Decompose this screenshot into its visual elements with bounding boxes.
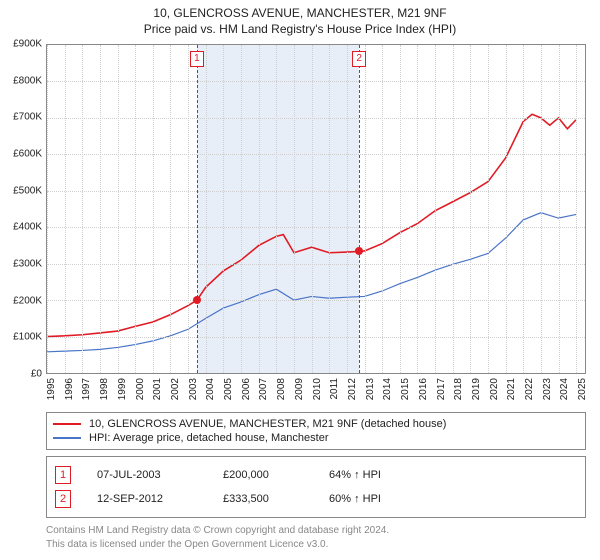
gridline-v bbox=[153, 45, 154, 373]
y-tick-label: £200K bbox=[13, 295, 46, 306]
legend-label: HPI: Average price, detached house, Manc… bbox=[89, 432, 329, 444]
y-tick-label: £100K bbox=[13, 332, 46, 343]
legend-swatch bbox=[53, 423, 81, 425]
y-tick-label: £700K bbox=[13, 112, 46, 123]
gridline-v bbox=[523, 45, 524, 373]
title-subtitle: Price paid vs. HM Land Registry's House … bbox=[0, 22, 600, 36]
gridline-v bbox=[276, 45, 277, 373]
gridline-v bbox=[559, 45, 560, 373]
gridline-v bbox=[294, 45, 295, 373]
gridline-v bbox=[417, 45, 418, 373]
y-tick-label: £400K bbox=[13, 222, 46, 233]
legend-row: 10, GLENCROSS AVENUE, MANCHESTER, M21 9N… bbox=[53, 417, 579, 431]
marker-box: 2 bbox=[352, 51, 366, 67]
transactions: 1 07-JUL-2003 £200,000 64% ↑ HPI 2 12-SE… bbox=[46, 456, 586, 518]
gridline-v bbox=[170, 45, 171, 373]
gridline-v bbox=[576, 45, 577, 373]
marker-dot bbox=[193, 296, 201, 304]
gridline-h bbox=[47, 337, 585, 338]
gridline-v bbox=[259, 45, 260, 373]
gridline-v bbox=[241, 45, 242, 373]
gridline-v bbox=[206, 45, 207, 373]
legend-label: 10, GLENCROSS AVENUE, MANCHESTER, M21 9N… bbox=[89, 418, 446, 430]
legend-row: HPI: Average price, detached house, Manc… bbox=[53, 431, 579, 445]
gridline-v bbox=[329, 45, 330, 373]
gridline-v bbox=[188, 45, 189, 373]
transaction-date: 07-JUL-2003 bbox=[97, 469, 197, 481]
gridline-v bbox=[65, 45, 66, 373]
legend-swatch bbox=[53, 437, 81, 439]
chart-area: 12 1995199619971998199920002001200220032… bbox=[46, 44, 586, 404]
transaction-row: 2 12-SEP-2012 £333,500 60% ↑ HPI bbox=[55, 487, 577, 511]
plot: 12 bbox=[46, 44, 586, 374]
legend: 10, GLENCROSS AVENUE, MANCHESTER, M21 9N… bbox=[46, 412, 586, 450]
gridline-v bbox=[82, 45, 83, 373]
marker-dashline bbox=[359, 45, 360, 373]
gridline-v bbox=[541, 45, 542, 373]
line-series-svg bbox=[47, 45, 585, 373]
gridline-h bbox=[47, 191, 585, 192]
footer-copyright: Contains HM Land Registry data © Crown c… bbox=[46, 524, 586, 538]
gridline-v bbox=[453, 45, 454, 373]
gridline-v bbox=[382, 45, 383, 373]
marker-box: 1 bbox=[190, 51, 204, 67]
footer: Contains HM Land Registry data © Crown c… bbox=[46, 524, 586, 557]
y-tick-label: £600K bbox=[13, 149, 46, 160]
gridline-v bbox=[223, 45, 224, 373]
gridline-h bbox=[47, 81, 585, 82]
transaction-date: 12-SEP-2012 bbox=[97, 493, 197, 505]
gridline-h bbox=[47, 154, 585, 155]
gridline-v bbox=[118, 45, 119, 373]
transaction-price: £200,000 bbox=[223, 469, 303, 481]
title-address: 10, GLENCROSS AVENUE, MANCHESTER, M21 9N… bbox=[0, 6, 600, 20]
gridline-v bbox=[470, 45, 471, 373]
transaction-marker: 1 bbox=[55, 466, 71, 484]
gridline-v bbox=[365, 45, 366, 373]
gridline-h bbox=[47, 227, 585, 228]
y-tick-label: £800K bbox=[13, 75, 46, 86]
gridline-h bbox=[47, 300, 585, 301]
transaction-row: 1 07-JUL-2003 £200,000 64% ↑ HPI bbox=[55, 463, 577, 487]
gridline-h bbox=[47, 118, 585, 119]
gridline-v bbox=[135, 45, 136, 373]
y-tick-label: £0 bbox=[31, 369, 46, 380]
titles: 10, GLENCROSS AVENUE, MANCHESTER, M21 9N… bbox=[0, 0, 600, 36]
transaction-delta: 60% ↑ HPI bbox=[329, 493, 381, 505]
footer-licence: This data is licensed under the Open Gov… bbox=[46, 538, 586, 552]
transaction-delta: 64% ↑ HPI bbox=[329, 469, 381, 481]
chart-container: 10, GLENCROSS AVENUE, MANCHESTER, M21 9N… bbox=[0, 0, 600, 557]
y-tick-label: £900K bbox=[13, 39, 46, 50]
y-tick-label: £300K bbox=[13, 259, 46, 270]
x-tick-label: 2025 bbox=[577, 378, 600, 400]
gridline-v bbox=[312, 45, 313, 373]
gridline-h bbox=[47, 264, 585, 265]
gridline-v bbox=[100, 45, 101, 373]
gridline-v bbox=[347, 45, 348, 373]
gridline-v bbox=[506, 45, 507, 373]
gridline-v bbox=[435, 45, 436, 373]
gridline-v bbox=[400, 45, 401, 373]
transaction-price: £333,500 bbox=[223, 493, 303, 505]
gridline-v bbox=[47, 45, 48, 373]
marker-dot bbox=[355, 247, 363, 255]
transaction-marker: 2 bbox=[55, 490, 71, 508]
y-tick-label: £500K bbox=[13, 185, 46, 196]
gridline-v bbox=[488, 45, 489, 373]
marker-dashline bbox=[197, 45, 198, 373]
